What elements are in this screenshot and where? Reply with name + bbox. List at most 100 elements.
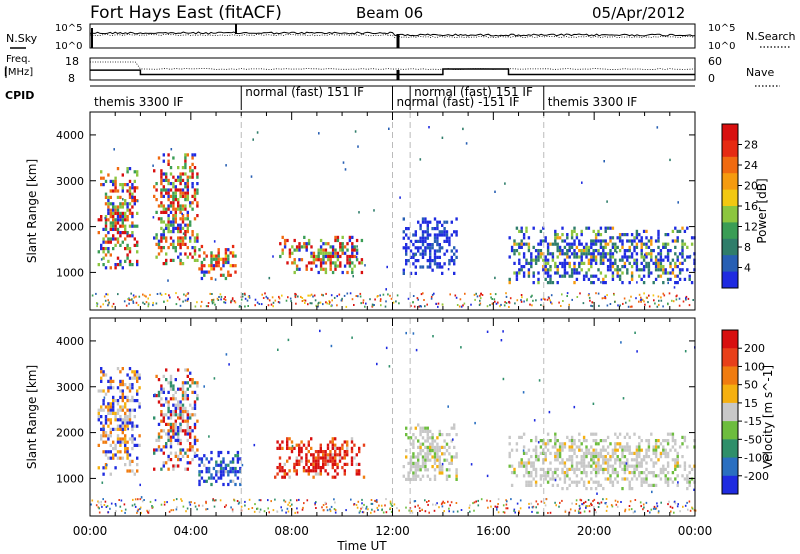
range-gate-cell	[594, 464, 598, 468]
range-gate-cell	[351, 254, 354, 259]
noise-cell	[411, 511, 414, 514]
range-gate-cell	[167, 223, 170, 227]
range-gate-cell	[160, 387, 163, 391]
range-gate-cell	[630, 487, 634, 491]
noise-cell	[652, 294, 655, 297]
range-gate-cell	[162, 233, 165, 237]
noise-cell	[382, 293, 385, 296]
range-gate-cell	[181, 172, 185, 176]
noise-cell	[267, 507, 269, 510]
range-gate-cell	[128, 459, 132, 463]
range-gate-cell	[657, 439, 660, 443]
noise-cell	[314, 299, 317, 302]
range-gate-cell	[421, 243, 425, 247]
range-gate-cell	[508, 455, 511, 459]
range-gate-cell	[119, 443, 122, 447]
range-gate-cell	[172, 429, 175, 433]
range-gate-cell	[116, 386, 120, 390]
range-gate-cell	[160, 182, 163, 186]
range-gate-cell	[429, 449, 432, 453]
range-gate-cell	[654, 483, 658, 487]
range-gate-cell	[455, 217, 458, 221]
noise-cell	[231, 508, 234, 511]
range-gate-cell	[102, 227, 105, 231]
noise-cell	[561, 499, 563, 502]
range-gate-cell	[659, 274, 663, 278]
range-gate-cell	[527, 271, 531, 275]
range-gate-cell	[635, 445, 639, 449]
noise-cell	[606, 304, 609, 307]
range-gate-cell	[119, 437, 122, 441]
noise-cell	[359, 295, 362, 298]
noise-cell	[441, 505, 444, 508]
range-gate-cell	[167, 188, 170, 192]
range-gate-cell	[652, 483, 655, 487]
range-gate-cell	[630, 255, 634, 259]
range-gate-cell	[578, 432, 581, 436]
range-gate-cell	[172, 464, 175, 468]
range-gate-cell	[650, 458, 653, 462]
noise-cell	[326, 302, 328, 305]
range-gate-cell	[537, 252, 540, 256]
y-tick-label: 3000	[56, 381, 84, 394]
range-gate-cell	[274, 475, 277, 479]
noise-cell	[560, 305, 562, 307]
range-gate-cell	[177, 239, 180, 243]
range-gate-cell	[336, 258, 340, 262]
range-gate-cell	[412, 233, 415, 237]
range-gate-cell	[570, 435, 574, 439]
range-gate-cell	[107, 389, 110, 393]
range-gate-cell	[606, 458, 610, 462]
range-gate-cell	[604, 461, 607, 465]
range-gate-cell	[575, 233, 579, 237]
range-gate-cell	[102, 237, 105, 241]
noise-cell	[182, 232, 185, 235]
range-gate-cell	[635, 455, 639, 459]
noise-cell	[685, 298, 687, 301]
noise-cell	[438, 506, 440, 509]
range-gate-cell	[193, 246, 197, 250]
range-gate-cell	[109, 237, 112, 241]
noise-cell	[385, 498, 387, 501]
noise-cell	[420, 305, 422, 308]
range-gate-cell	[109, 427, 112, 431]
range-gate-cell	[295, 472, 298, 476]
noise-cell	[646, 296, 648, 299]
range-gate-cell	[647, 455, 651, 459]
range-gate-cell	[200, 276, 204, 281]
noise-cell	[672, 300, 675, 303]
noise-cell	[647, 301, 649, 304]
range-gate-cell	[604, 439, 607, 443]
noise-cell	[228, 363, 230, 366]
range-gate-cell	[570, 458, 574, 462]
range-gate-cell	[438, 449, 441, 453]
range-gate-cell	[662, 242, 665, 246]
range-gate-cell	[112, 386, 115, 390]
range-gate-cell	[606, 226, 610, 230]
noise-cell	[622, 397, 625, 400]
colorbar-tick-label: 15	[744, 397, 758, 410]
range-gate-cell	[594, 255, 598, 259]
noise-cell	[494, 190, 496, 193]
range-gate-cell	[450, 249, 453, 253]
noise-cell	[624, 510, 626, 513]
noise-cell	[588, 296, 591, 299]
range-gate-cell	[179, 451, 182, 455]
range-gate-cell	[303, 245, 306, 249]
range-gate-cell	[626, 477, 629, 481]
range-gate-cell	[686, 245, 689, 249]
range-gate-cell	[546, 448, 550, 452]
noise-cell	[643, 506, 645, 509]
range-gate-cell	[604, 242, 607, 246]
range-gate-cell	[184, 185, 187, 189]
range-gate-cell	[525, 467, 528, 471]
range-gate-cell	[167, 381, 170, 385]
range-gate-cell	[532, 245, 535, 249]
range-gate-cell	[534, 480, 538, 484]
noise-cell	[212, 498, 214, 501]
range-gate-cell	[659, 265, 663, 269]
range-gate-cell	[409, 461, 413, 465]
range-gate-cell	[167, 230, 170, 234]
noise-cell	[103, 396, 106, 399]
range-gate-cell	[630, 477, 634, 481]
